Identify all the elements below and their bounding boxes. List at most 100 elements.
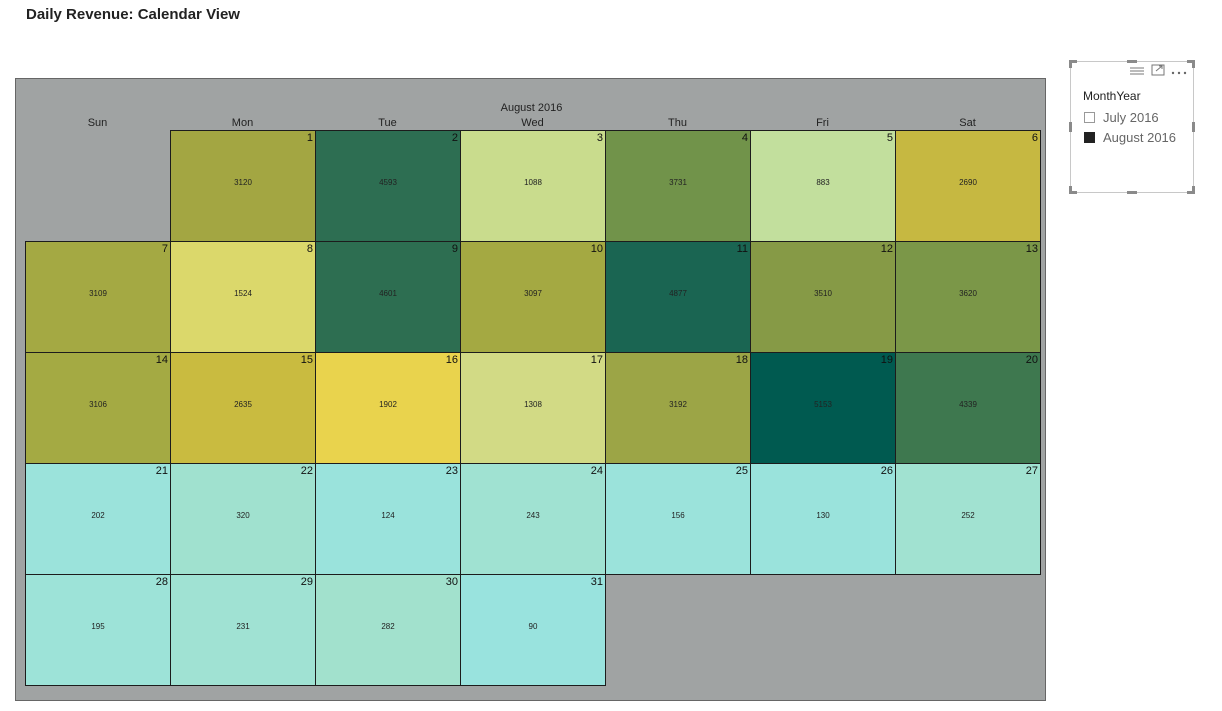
day-cell[interactable]: 26 130: [750, 463, 896, 575]
day-cell[interactable]: 7 3109: [25, 241, 171, 353]
revenue-value: 202: [91, 511, 105, 520]
day-cell[interactable]: 12 3510: [750, 241, 896, 353]
day-cell[interactable]: 17 1308: [460, 352, 606, 464]
revenue-value: 243: [526, 511, 540, 520]
revenue-value: 2690: [959, 178, 977, 187]
revenue-value: 4877: [669, 289, 687, 298]
day-number: 10: [590, 243, 603, 255]
revenue-value: 2635: [234, 400, 252, 409]
resize-handle[interactable]: [1069, 191, 1077, 194]
day-cell[interactable]: 14 3106: [25, 352, 171, 464]
day-number: 17: [590, 354, 603, 366]
revenue-value: 3109: [89, 289, 107, 298]
revenue-value: 1308: [524, 400, 542, 409]
day-number: 6: [1031, 132, 1038, 144]
weekday-label: Sun: [87, 117, 108, 129]
day-cell[interactable]: 6 2690: [895, 130, 1041, 242]
slicer-item-august-2016[interactable]: August 2016: [1084, 130, 1176, 145]
calendar-visual[interactable]: August 2016 Sun Mon Tue Wed Thu Fri Sat 1 3120 2…: [15, 78, 1046, 701]
day-number: 18: [735, 354, 748, 366]
day-number: 12: [880, 243, 893, 255]
day-cell[interactable]: 16 1902: [315, 352, 461, 464]
revenue-value: 195: [91, 622, 105, 631]
revenue-value: 3120: [234, 178, 252, 187]
resize-handle[interactable]: [1192, 186, 1195, 194]
revenue-value: 3620: [959, 289, 977, 298]
drag-handle-icon[interactable]: [1129, 65, 1145, 79]
day-cell[interactable]: 22 320: [170, 463, 316, 575]
day-cell[interactable]: 13 3620: [895, 241, 1041, 353]
day-number: 21: [155, 465, 168, 477]
day-number: 20: [1025, 354, 1038, 366]
day-cell[interactable]: 30 282: [315, 574, 461, 686]
resize-handle[interactable]: [1069, 60, 1077, 63]
resize-handle[interactable]: [1127, 60, 1137, 63]
resize-handle[interactable]: [1069, 186, 1072, 194]
day-cell[interactable]: 25 156: [605, 463, 751, 575]
day-cell[interactable]: 1 3120: [170, 130, 316, 242]
revenue-value: 130: [816, 511, 830, 520]
more-options-icon[interactable]: [1171, 65, 1187, 79]
revenue-value: 320: [236, 511, 250, 520]
day-cell[interactable]: 11 4877: [605, 241, 751, 353]
day-number: 1: [306, 132, 313, 144]
weekday-label: Sat: [959, 117, 976, 129]
day-number: 7: [161, 243, 168, 255]
day-number: 29: [300, 576, 313, 588]
resize-handle[interactable]: [1192, 60, 1195, 68]
day-number: 23: [445, 465, 458, 477]
revenue-value: 1902: [379, 400, 397, 409]
day-cell[interactable]: 23 124: [315, 463, 461, 575]
revenue-value: 4593: [379, 178, 397, 187]
day-cell[interactable]: 27 252: [895, 463, 1041, 575]
day-cell[interactable]: 2 4593: [315, 130, 461, 242]
day-number: 25: [735, 465, 748, 477]
day-number: 3: [596, 132, 603, 144]
day-cell[interactable]: 4 3731: [605, 130, 751, 242]
resize-handle[interactable]: [1187, 191, 1195, 194]
day-number: 27: [1025, 465, 1038, 477]
revenue-value: 3510: [814, 289, 832, 298]
revenue-value: 252: [961, 511, 975, 520]
day-cell[interactable]: 29 231: [170, 574, 316, 686]
day-cell[interactable]: 20 4339: [895, 352, 1041, 464]
month-year-slicer[interactable]: MonthYear July 2016 August 2016: [1069, 60, 1195, 194]
weekday-label: Thu: [668, 117, 687, 129]
revenue-value: 3192: [669, 400, 687, 409]
day-cell[interactable]: 31 90: [460, 574, 606, 686]
revenue-value: 4601: [379, 289, 397, 298]
day-number: 15: [300, 354, 313, 366]
resize-handle[interactable]: [1069, 60, 1072, 68]
revenue-value: 3731: [669, 178, 687, 187]
resize-handle[interactable]: [1192, 122, 1195, 132]
day-cell[interactable]: 19 5153: [750, 352, 896, 464]
day-cell[interactable]: 9 4601: [315, 241, 461, 353]
day-number: 5: [886, 132, 893, 144]
day-cell[interactable]: 24 243: [460, 463, 606, 575]
day-cell[interactable]: 28 195: [25, 574, 171, 686]
day-number: 22: [300, 465, 313, 477]
resize-handle[interactable]: [1069, 122, 1072, 132]
day-number: 30: [445, 576, 458, 588]
slicer-item-label: July 2016: [1103, 110, 1159, 125]
focus-mode-icon[interactable]: [1151, 64, 1165, 79]
day-cell[interactable]: 21 202: [25, 463, 171, 575]
slicer-item-july-2016[interactable]: July 2016: [1084, 110, 1159, 125]
day-number: 4: [741, 132, 748, 144]
day-number: 11: [736, 243, 748, 255]
checkbox[interactable]: [1084, 132, 1095, 143]
month-label: August 2016: [500, 102, 563, 114]
day-number: 14: [155, 354, 168, 366]
day-cell[interactable]: 3 1088: [460, 130, 606, 242]
resize-handle[interactable]: [1127, 191, 1137, 194]
day-cell[interactable]: 15 2635: [170, 352, 316, 464]
day-cell[interactable]: 18 3192: [605, 352, 751, 464]
day-cell[interactable]: 8 1524: [170, 241, 316, 353]
day-number: 2: [451, 132, 458, 144]
checkbox[interactable]: [1084, 112, 1095, 123]
slicer-title: MonthYear: [1083, 89, 1141, 103]
day-number: 16: [445, 354, 458, 366]
day-cell[interactable]: 10 3097: [460, 241, 606, 353]
day-cell[interactable]: 5 883: [750, 130, 896, 242]
resize-handle[interactable]: [1187, 60, 1195, 63]
